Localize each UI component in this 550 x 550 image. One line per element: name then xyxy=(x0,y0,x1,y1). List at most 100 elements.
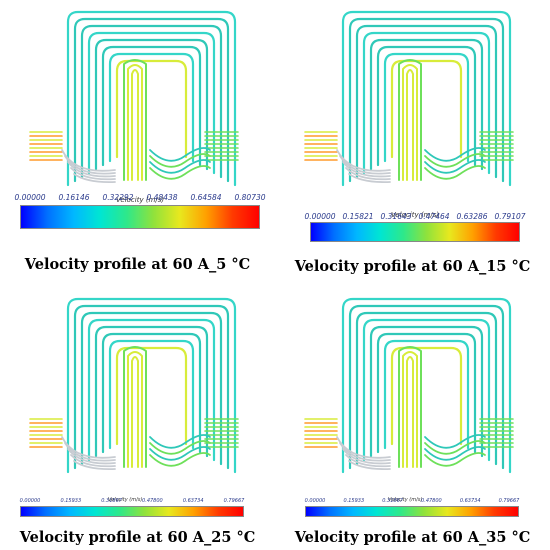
low-velocity-channel xyxy=(67,161,116,178)
return-channel xyxy=(424,446,486,461)
channel-loop xyxy=(66,297,237,474)
inner-channel xyxy=(131,69,139,181)
low-velocity-channel xyxy=(70,454,116,468)
channel-loop xyxy=(66,10,237,187)
colorbar-tick: 0.15933 xyxy=(60,498,82,504)
return-channel xyxy=(149,159,211,174)
colorbar-tick: 0.47800 xyxy=(421,498,442,504)
panel-caption: Velocity profile at 60 A_25 °C xyxy=(19,529,256,546)
colorbar-title: Velocity (m/s) xyxy=(391,211,440,219)
colorbar xyxy=(20,506,244,517)
return-channel xyxy=(149,440,211,455)
channel-loop xyxy=(87,318,216,462)
channel-loop xyxy=(87,31,216,175)
panel-35c: Velocity (m/s) 0.00000 0.15933 0.31867 0… xyxy=(275,275,550,550)
low-velocity-channel xyxy=(64,155,116,175)
colorbar-tick: 0.00000 xyxy=(14,193,46,202)
channel-loop xyxy=(390,59,463,159)
channel-loop xyxy=(383,52,470,163)
colorbar-tick: 0.63734 xyxy=(459,498,481,504)
channel-loop xyxy=(94,325,209,458)
low-velocity-channel xyxy=(67,448,116,465)
colorbar-tick: 0.79667 xyxy=(498,498,520,504)
low-velocity-channel xyxy=(336,149,391,172)
colorbar-tick: 0.79667 xyxy=(223,498,245,504)
colorbar-tick: 0.16146 xyxy=(58,193,90,202)
low-velocity-channel xyxy=(348,460,391,470)
channel-loop xyxy=(80,24,223,179)
channel-loop xyxy=(101,332,202,454)
channel-loop xyxy=(362,318,491,462)
channel-loop xyxy=(341,297,512,474)
channel-loop xyxy=(94,38,209,171)
channel-velocity-plot xyxy=(29,297,239,474)
low-velocity-channel xyxy=(345,167,391,181)
inner-channel xyxy=(398,59,422,181)
inner-channel xyxy=(398,346,422,468)
channel-loop xyxy=(376,45,477,167)
inner-channel xyxy=(123,59,147,181)
return-channel xyxy=(424,440,486,455)
colorbar-tick: 0.00000 xyxy=(304,212,336,221)
colorbar-title: Velocity (m/s) xyxy=(116,196,165,204)
return-channel xyxy=(424,153,486,168)
channel-loop xyxy=(355,24,498,179)
colorbar-tick: 0.63734 xyxy=(182,498,204,504)
colorbar-tick: 0.48438 xyxy=(146,193,178,202)
channel-loop xyxy=(73,17,230,183)
low-velocity-channel xyxy=(73,173,116,183)
colorbar-tick: 0.47800 xyxy=(142,498,163,504)
channel-loop xyxy=(80,311,223,466)
panel-25c: Velocity (m/s) 0.00000 0.15933 0.31867 0… xyxy=(0,275,275,550)
colorbar-tick: 0.79107 xyxy=(494,212,526,221)
colorbar-title: Velocity (m/s) xyxy=(388,497,423,503)
panel-caption: Velocity profile at 60 A_5 °C xyxy=(24,256,251,273)
low-velocity-channel xyxy=(73,460,116,470)
colorbar-tick: 0.00000 xyxy=(304,498,326,504)
inner-channel xyxy=(127,351,143,468)
inner-channel xyxy=(127,64,143,181)
return-channel xyxy=(424,165,486,180)
return-channel xyxy=(149,446,211,461)
channel-velocity-plot xyxy=(29,10,239,187)
panel-5c: Velocity (m/s) 0.00000 0.16146 0.32292 0… xyxy=(0,0,275,275)
low-velocity-channel xyxy=(342,161,391,178)
channel-loop xyxy=(369,38,484,171)
colorbar-title: Velocity (m/s) xyxy=(108,497,143,503)
low-velocity-channel xyxy=(348,173,391,183)
inner-channel xyxy=(406,356,414,468)
inner-channel xyxy=(402,351,418,468)
colorbar-tick: 0.47464 xyxy=(418,212,450,221)
channel-loop xyxy=(390,346,463,446)
low-velocity-channel xyxy=(339,442,391,462)
colorbar-tick: 0.80730 xyxy=(234,193,266,202)
channel-loop xyxy=(383,339,470,450)
low-velocity-channel xyxy=(345,454,391,468)
panel-15c: Velocity (m/s) 0.00000 0.15821 0.31643 0… xyxy=(275,0,550,275)
colorbar-tick: 0.63286 xyxy=(456,212,488,221)
low-velocity-channel xyxy=(64,442,116,462)
colorbar xyxy=(305,506,519,517)
colorbar-tick: 0.15933 xyxy=(343,498,365,504)
return-channel xyxy=(149,153,211,168)
channel-loop xyxy=(341,10,512,187)
return-channel xyxy=(424,159,486,174)
return-channel xyxy=(149,165,211,180)
colorbar-tick: 0.31643 xyxy=(380,212,412,221)
low-velocity-channel xyxy=(61,149,116,172)
return-channel xyxy=(149,147,211,162)
colorbar-tick: 0.31867 xyxy=(382,498,403,504)
channel-loop xyxy=(108,339,195,450)
return-channel xyxy=(149,452,211,467)
colorbar-tick: 0.31867 xyxy=(101,498,122,504)
inner-channel xyxy=(402,64,418,181)
channel-loop xyxy=(348,304,505,470)
channel-loop xyxy=(362,31,491,175)
channel-velocity-plot xyxy=(304,297,514,474)
channel-loop xyxy=(348,17,505,183)
colorbar-tick: 0.00000 xyxy=(19,498,41,504)
panel-caption: Velocity profile at 60 A_15 °C xyxy=(294,258,531,275)
channel-loop xyxy=(369,325,484,458)
low-velocity-channel xyxy=(61,436,116,459)
colorbar-tick: 0.32292 xyxy=(102,193,134,202)
